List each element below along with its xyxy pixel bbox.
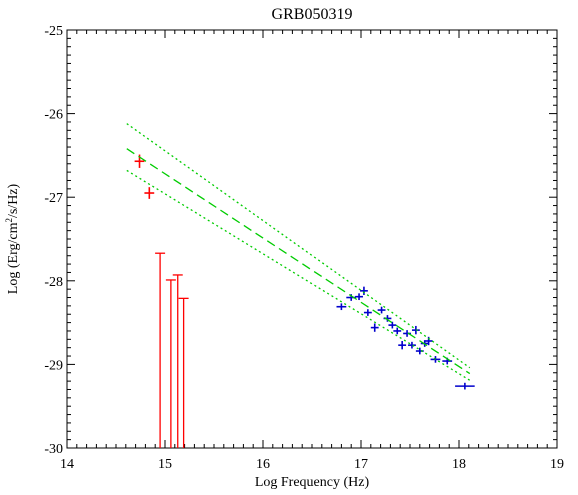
x-tick-label: 15	[158, 457, 172, 472]
x-tick-label: 16	[256, 457, 270, 472]
optical-data-point	[144, 187, 155, 199]
upper-limit-bar	[178, 297, 189, 448]
xray-data-point	[398, 340, 407, 350]
upper-limit-bars	[155, 252, 189, 448]
x-tick-label: 19	[550, 457, 564, 472]
x-axis-label: Log Frequency (Hz)	[255, 475, 370, 490]
xray-data-point	[370, 323, 379, 332]
plot-area-frame	[66, 29, 558, 449]
xray-data-point	[455, 382, 475, 390]
data-series	[126, 123, 475, 448]
fit-confidence-bound	[126, 169, 471, 381]
xray-data-point	[393, 327, 402, 335]
xray-data-point	[388, 321, 397, 329]
xray-data-point	[360, 286, 368, 296]
upper-limit-bar	[155, 252, 166, 448]
y-tick-label: -27	[44, 191, 63, 206]
fit-line	[126, 148, 471, 375]
x-axis-ticks	[66, 30, 558, 448]
chart-title: GRB050319	[272, 6, 353, 23]
xray-data-point	[355, 293, 363, 301]
upper-limit-bar	[165, 279, 176, 448]
y-tick-label: -28	[44, 275, 63, 290]
xray-points	[336, 286, 475, 390]
fit-confidence-bound	[126, 123, 471, 369]
x-tick-label: 17	[354, 457, 368, 472]
xray-data-point	[403, 330, 411, 337]
y-tick-label: -26	[44, 108, 63, 123]
optical-points	[134, 154, 155, 199]
y-axis-label-main: Log (Erg/cm	[6, 222, 21, 294]
y-axis-label-rest: /s/Hz)	[6, 183, 21, 218]
y-tick-label: -30	[44, 442, 63, 457]
y-tick-label: -25	[44, 24, 63, 39]
xray-data-point	[408, 341, 416, 349]
y-axis-ticks	[67, 29, 557, 449]
y-tick-label: -29	[44, 358, 63, 373]
y-axis-tick-labels: -30 -29 -28 -27 -26 -25	[44, 24, 63, 457]
y-axis-label: Log (Erg/cm2/s/Hz)	[4, 183, 21, 294]
x-tick-label: 14	[60, 457, 74, 472]
y-axis-label-superscript: 2	[4, 218, 14, 223]
xray-data-point	[336, 303, 347, 311]
xray-data-point	[363, 309, 372, 316]
x-tick-label: 18	[452, 457, 466, 472]
xray-data-point	[377, 306, 386, 314]
x-axis-tick-labels: 14 15 16 17 18 19	[60, 457, 564, 472]
upper-limit-bar	[172, 274, 183, 448]
